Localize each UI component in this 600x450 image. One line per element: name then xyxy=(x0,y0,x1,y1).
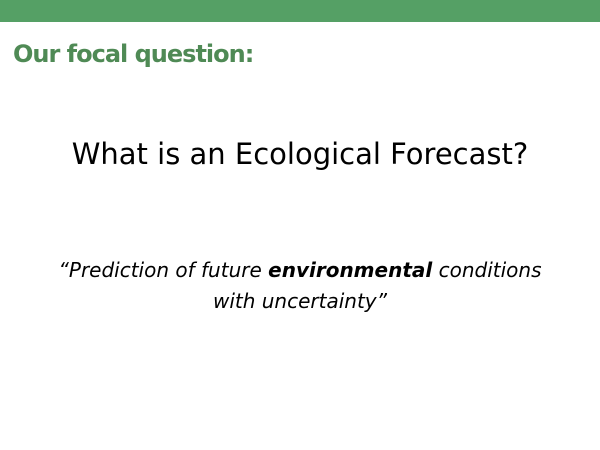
slide-heading: Our focal question: xyxy=(13,40,254,68)
slide-title: What is an Ecological Forecast? xyxy=(71,137,529,171)
quote-emphasis: environmental xyxy=(268,258,433,282)
quote-line-2: with uncertainty” xyxy=(212,289,388,313)
top-accent-bar xyxy=(0,0,600,22)
definition-quote: “Prediction of future environmental cond… xyxy=(0,255,600,317)
quote-line-1-start: “Prediction of future xyxy=(58,258,269,282)
quote-line-1: “Prediction of future environmental cond… xyxy=(0,255,600,286)
quote-line-1-end: conditions xyxy=(432,258,542,282)
